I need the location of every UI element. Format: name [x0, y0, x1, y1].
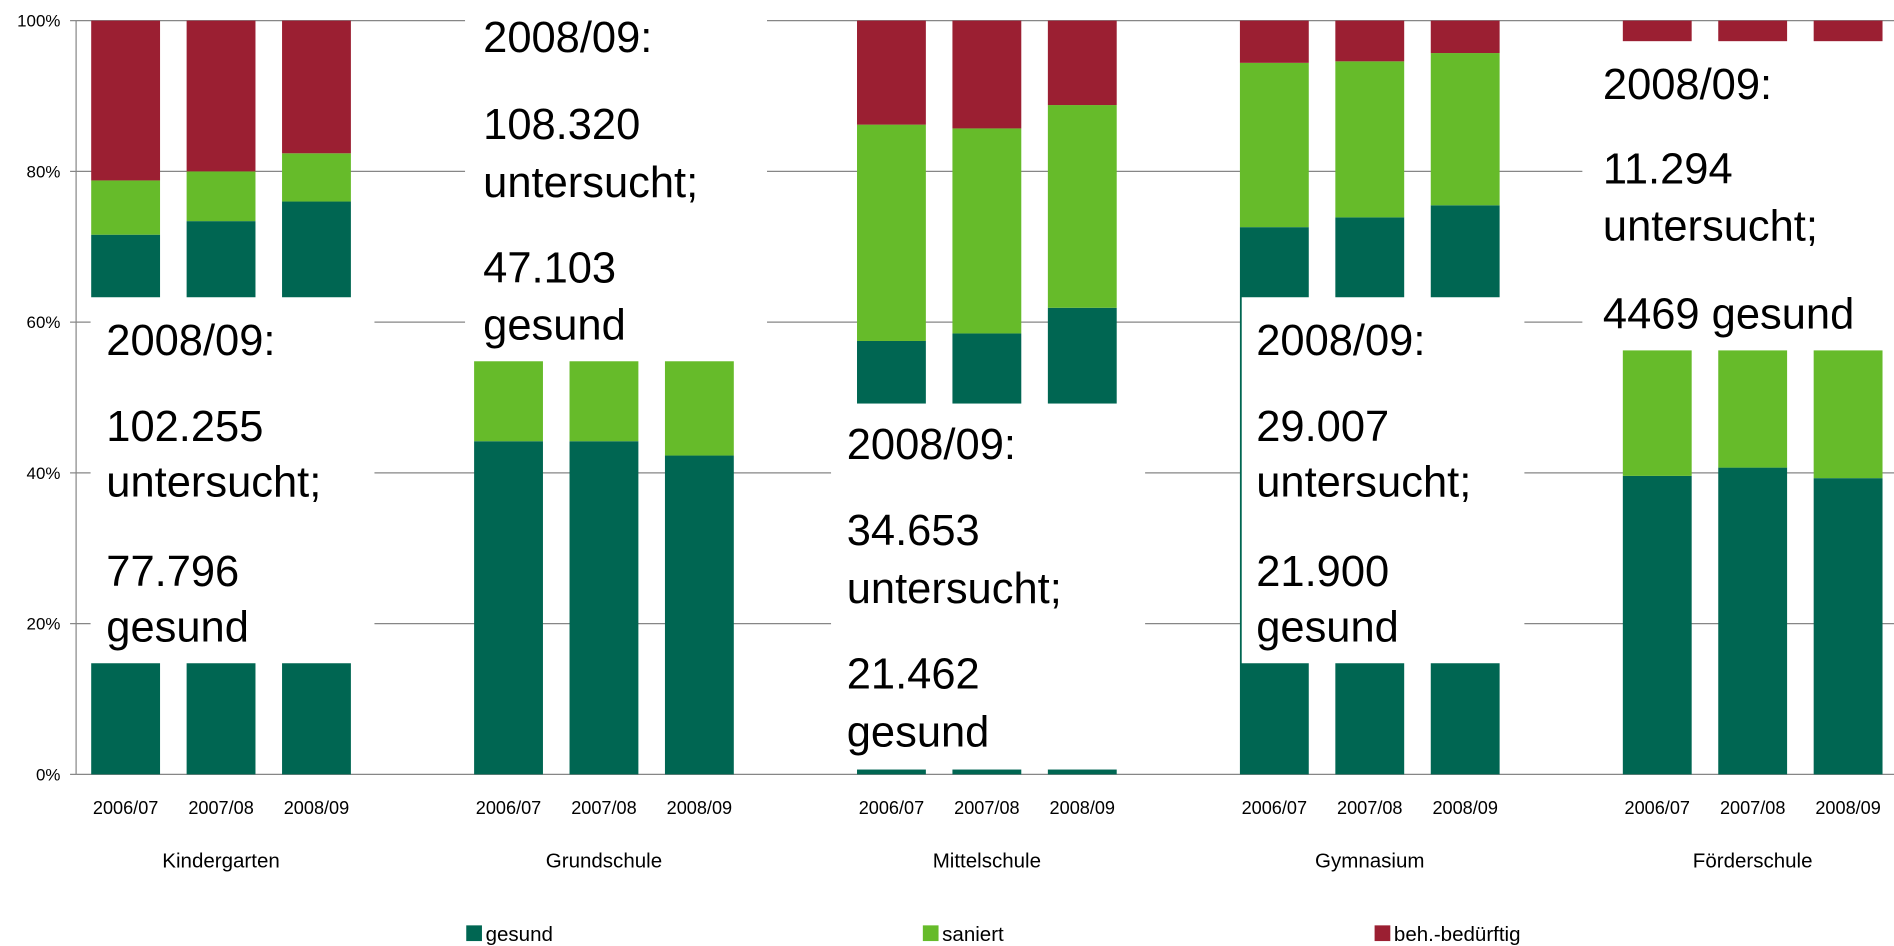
bar-segment [857, 20, 926, 125]
x-tick-label: 2008/09 [284, 798, 349, 818]
category-label: Grundschule [546, 849, 662, 872]
annotation-text: 102.255 [106, 403, 263, 451]
annotation-text: 21.462 [847, 651, 980, 699]
legend-label: saniert [942, 923, 1004, 946]
annotation-text: untersucht; [1603, 202, 1818, 250]
legend-swatch [466, 925, 482, 942]
annotation-text: 4469 gesund [1603, 291, 1854, 339]
bar-segment [1430, 20, 1500, 54]
legend-label: beh.-bedürftig [1394, 923, 1521, 946]
bar-segment [1047, 105, 1117, 308]
annotation-text: untersucht; [483, 159, 698, 207]
bar-segment [186, 171, 256, 222]
x-tick-label: 2008/09 [1050, 798, 1115, 818]
x-tick-label: 2008/09 [1815, 798, 1880, 818]
y-tick-label: 20% [27, 615, 61, 634]
y-tick-label: 80% [27, 162, 61, 181]
bar-segment [1430, 53, 1500, 206]
x-tick-label: 2007/08 [571, 798, 636, 818]
x-tick-label: 2006/07 [1242, 798, 1307, 818]
x-tick-label: 2008/09 [1432, 798, 1497, 818]
annotation-text: untersucht; [847, 565, 1062, 613]
annotation-box [90, 297, 375, 664]
bar-segment [1813, 478, 1883, 775]
x-tick-label: 2006/07 [859, 798, 924, 818]
y-tick-label: 40% [27, 464, 61, 483]
bar-segment [1239, 62, 1309, 228]
annotation-text: 2008/09: [1256, 317, 1425, 365]
bar-segment [282, 153, 351, 202]
annotation-text: 11.294 [1603, 146, 1733, 194]
annotation-text: gesund [483, 302, 626, 350]
bar-segment [569, 441, 639, 775]
bar-segment [1335, 20, 1405, 62]
x-tick-label: 2008/09 [667, 798, 732, 818]
bar-segment [474, 441, 543, 775]
annotation-text: 2008/09: [1603, 61, 1772, 109]
annotation-text: untersucht; [1256, 459, 1471, 507]
bar-segment [1047, 20, 1117, 106]
annotation-text: gesund [847, 709, 990, 757]
x-tick-label: 2007/08 [1720, 798, 1785, 818]
annotation-box [465, 0, 768, 362]
x-tick-label: 2006/07 [1625, 798, 1690, 818]
x-tick-label: 2007/08 [954, 798, 1019, 818]
bar-segment [1239, 20, 1309, 63]
annotation-text: 77.796 [106, 548, 239, 596]
bar-segment [952, 128, 1022, 334]
bar-segment [952, 20, 1022, 129]
bar-segment [186, 20, 256, 172]
annotation-text: 34.653 [847, 507, 980, 555]
annotation-text: 47.103 [483, 245, 616, 293]
bar-segment [91, 180, 161, 235]
category-label: Kindergarten [162, 849, 279, 872]
annotation-text: untersucht; [106, 459, 321, 507]
annotation-text: 2008/09: [106, 317, 275, 365]
annotation-text: gesund [1256, 604, 1399, 652]
category-label: Förderschule [1693, 849, 1813, 872]
y-tick-label: 100% [17, 12, 60, 31]
annotation-text: 21.900 [1256, 548, 1389, 596]
x-tick-label: 2007/08 [1337, 798, 1402, 818]
legend-swatch [922, 925, 939, 942]
x-tick-label: 2006/07 [476, 798, 541, 818]
bar-segment [857, 124, 926, 341]
y-tick-label: 60% [27, 313, 61, 332]
bar-segment [664, 455, 734, 775]
bar-segment [1622, 475, 1692, 775]
bar-segment [1718, 467, 1788, 775]
legend-label: gesund [486, 923, 553, 946]
annotation-box [1241, 297, 1525, 664]
annotation-text: gesund [106, 604, 249, 652]
x-tick-label: 2006/07 [93, 798, 158, 818]
annotation-box [1582, 41, 1894, 351]
x-tick-label: 2007/08 [188, 798, 253, 818]
annotation-text: 2008/09: [847, 421, 1016, 469]
bar-segment [1335, 61, 1405, 218]
legend-swatch [1374, 925, 1391, 942]
annotation-text: 29.007 [1256, 403, 1389, 451]
annotation-text: 108.320 [483, 101, 640, 149]
category-label: Gymnasium [1315, 849, 1424, 872]
bar-segment [91, 20, 161, 181]
annotation-text: 2008/09: [483, 14, 652, 62]
y-tick-label: 0% [36, 765, 60, 784]
bar-segment [282, 20, 351, 154]
category-label: Mittelschule [933, 849, 1041, 872]
annotation-box [831, 403, 1146, 770]
